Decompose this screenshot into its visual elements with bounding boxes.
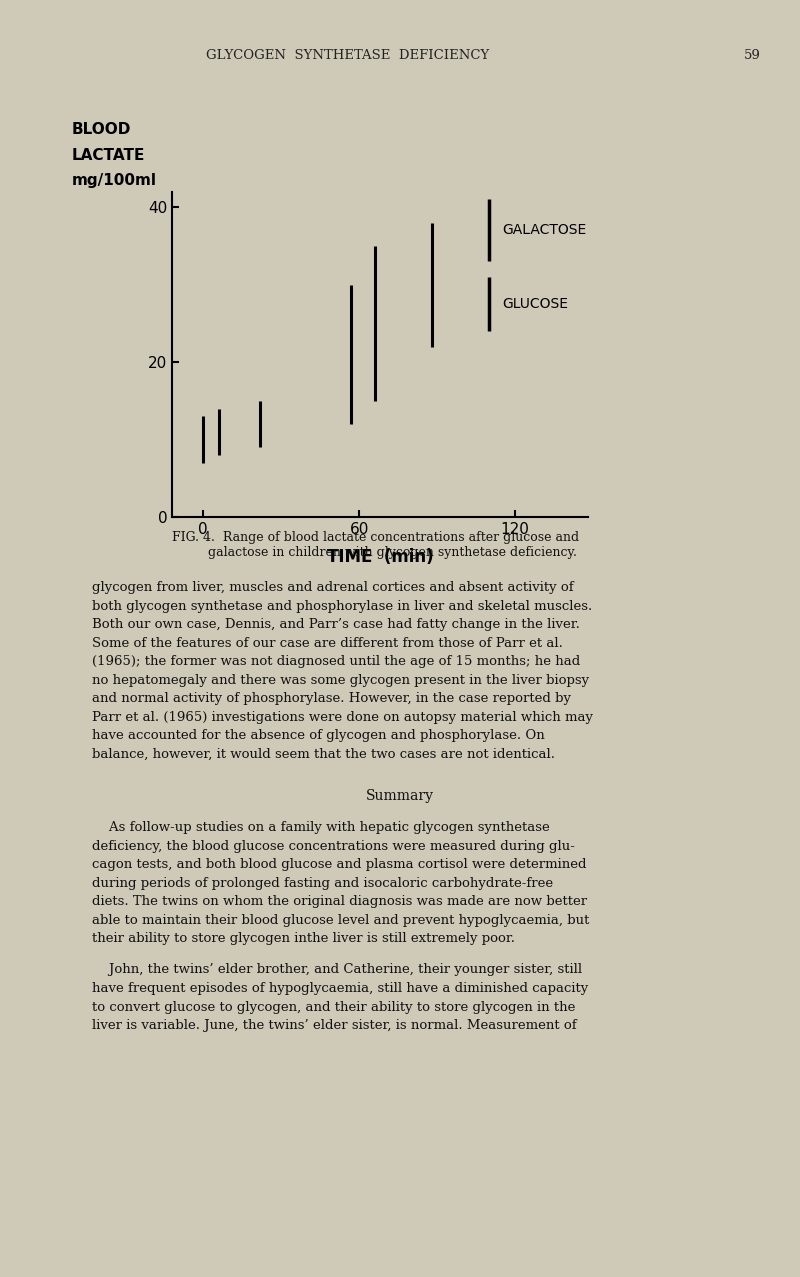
Text: deficiency, the blood glucose concentrations were measured during glu-: deficiency, the blood glucose concentrat… [92, 840, 575, 853]
Text: John, the twins’ elder brother, and Catherine, their younger sister, still: John, the twins’ elder brother, and Cath… [92, 964, 582, 977]
Text: have accounted for the absence of glycogen and phosphorylase. On: have accounted for the absence of glycog… [92, 729, 545, 742]
Text: As follow-up studies on a family with hepatic glycogen synthetase: As follow-up studies on a family with he… [92, 821, 550, 834]
Text: mg/100ml: mg/100ml [72, 174, 157, 188]
Text: able to maintain their blood glucose level and prevent hypoglycaemia, but: able to maintain their blood glucose lev… [92, 914, 590, 927]
Text: Some of the features of our case are different from those of Parr et al.: Some of the features of our case are dif… [92, 636, 563, 650]
Text: liver is variable. June, the twins’ elder sister, is normal. Measurement of: liver is variable. June, the twins’ elde… [92, 1019, 577, 1032]
Text: 59: 59 [744, 49, 761, 61]
Text: both glycogen synthetase and phosphorylase in liver and skeletal muscles.: both glycogen synthetase and phosphoryla… [92, 599, 592, 613]
Text: balance, however, it would seem that the two cases are not identical.: balance, however, it would seem that the… [92, 747, 555, 761]
Text: Summary: Summary [366, 789, 434, 803]
Text: diets. The twins on whom the original diagnosis was made are now better: diets. The twins on whom the original di… [92, 895, 587, 908]
Text: to convert glucose to glycogen, and their ability to store glycogen in the: to convert glucose to glycogen, and thei… [92, 1001, 575, 1014]
Text: no hepatomegaly and there was some glycogen present in the liver biopsy: no hepatomegaly and there was some glyco… [92, 673, 589, 687]
Text: cagon tests, and both blood glucose and plasma cortisol were determined: cagon tests, and both blood glucose and … [92, 858, 586, 871]
Text: during periods of prolonged fasting and isocaloric carbohydrate-free: during periods of prolonged fasting and … [92, 876, 553, 890]
Text: have frequent episodes of hypoglycaemia, still have a diminished capacity: have frequent episodes of hypoglycaemia,… [92, 982, 588, 995]
Text: glycogen from liver, muscles and adrenal cortices and absent activity of: glycogen from liver, muscles and adrenal… [92, 581, 574, 594]
Text: Parr et al. (1965) investigations were done on autopsy material which may: Parr et al. (1965) investigations were d… [92, 710, 593, 724]
Text: FIG. 4.  Range of blood lactate concentrations after glucose and
         galact: FIG. 4. Range of blood lactate concentra… [172, 531, 579, 559]
Text: Both our own case, Dennis, and Parr’s case had fatty change in the liver.: Both our own case, Dennis, and Parr’s ca… [92, 618, 580, 631]
Text: LACTATE: LACTATE [72, 148, 146, 162]
Text: GALACTOSE: GALACTOSE [502, 223, 586, 238]
Text: and normal activity of phosphorylase. However, in the case reported by: and normal activity of phosphorylase. Ho… [92, 692, 571, 705]
Text: (1965); the former was not diagnosed until the age of 15 months; he had: (1965); the former was not diagnosed unt… [92, 655, 580, 668]
Text: GLUCOSE: GLUCOSE [502, 298, 568, 312]
X-axis label: TIME  (min): TIME (min) [326, 548, 434, 566]
Text: GLYCOGEN  SYNTHETASE  DEFICIENCY: GLYCOGEN SYNTHETASE DEFICIENCY [206, 49, 490, 61]
Text: their ability to store glycogen inthe liver is still extremely poor.: their ability to store glycogen inthe li… [92, 932, 515, 945]
Text: BLOOD: BLOOD [72, 123, 131, 137]
